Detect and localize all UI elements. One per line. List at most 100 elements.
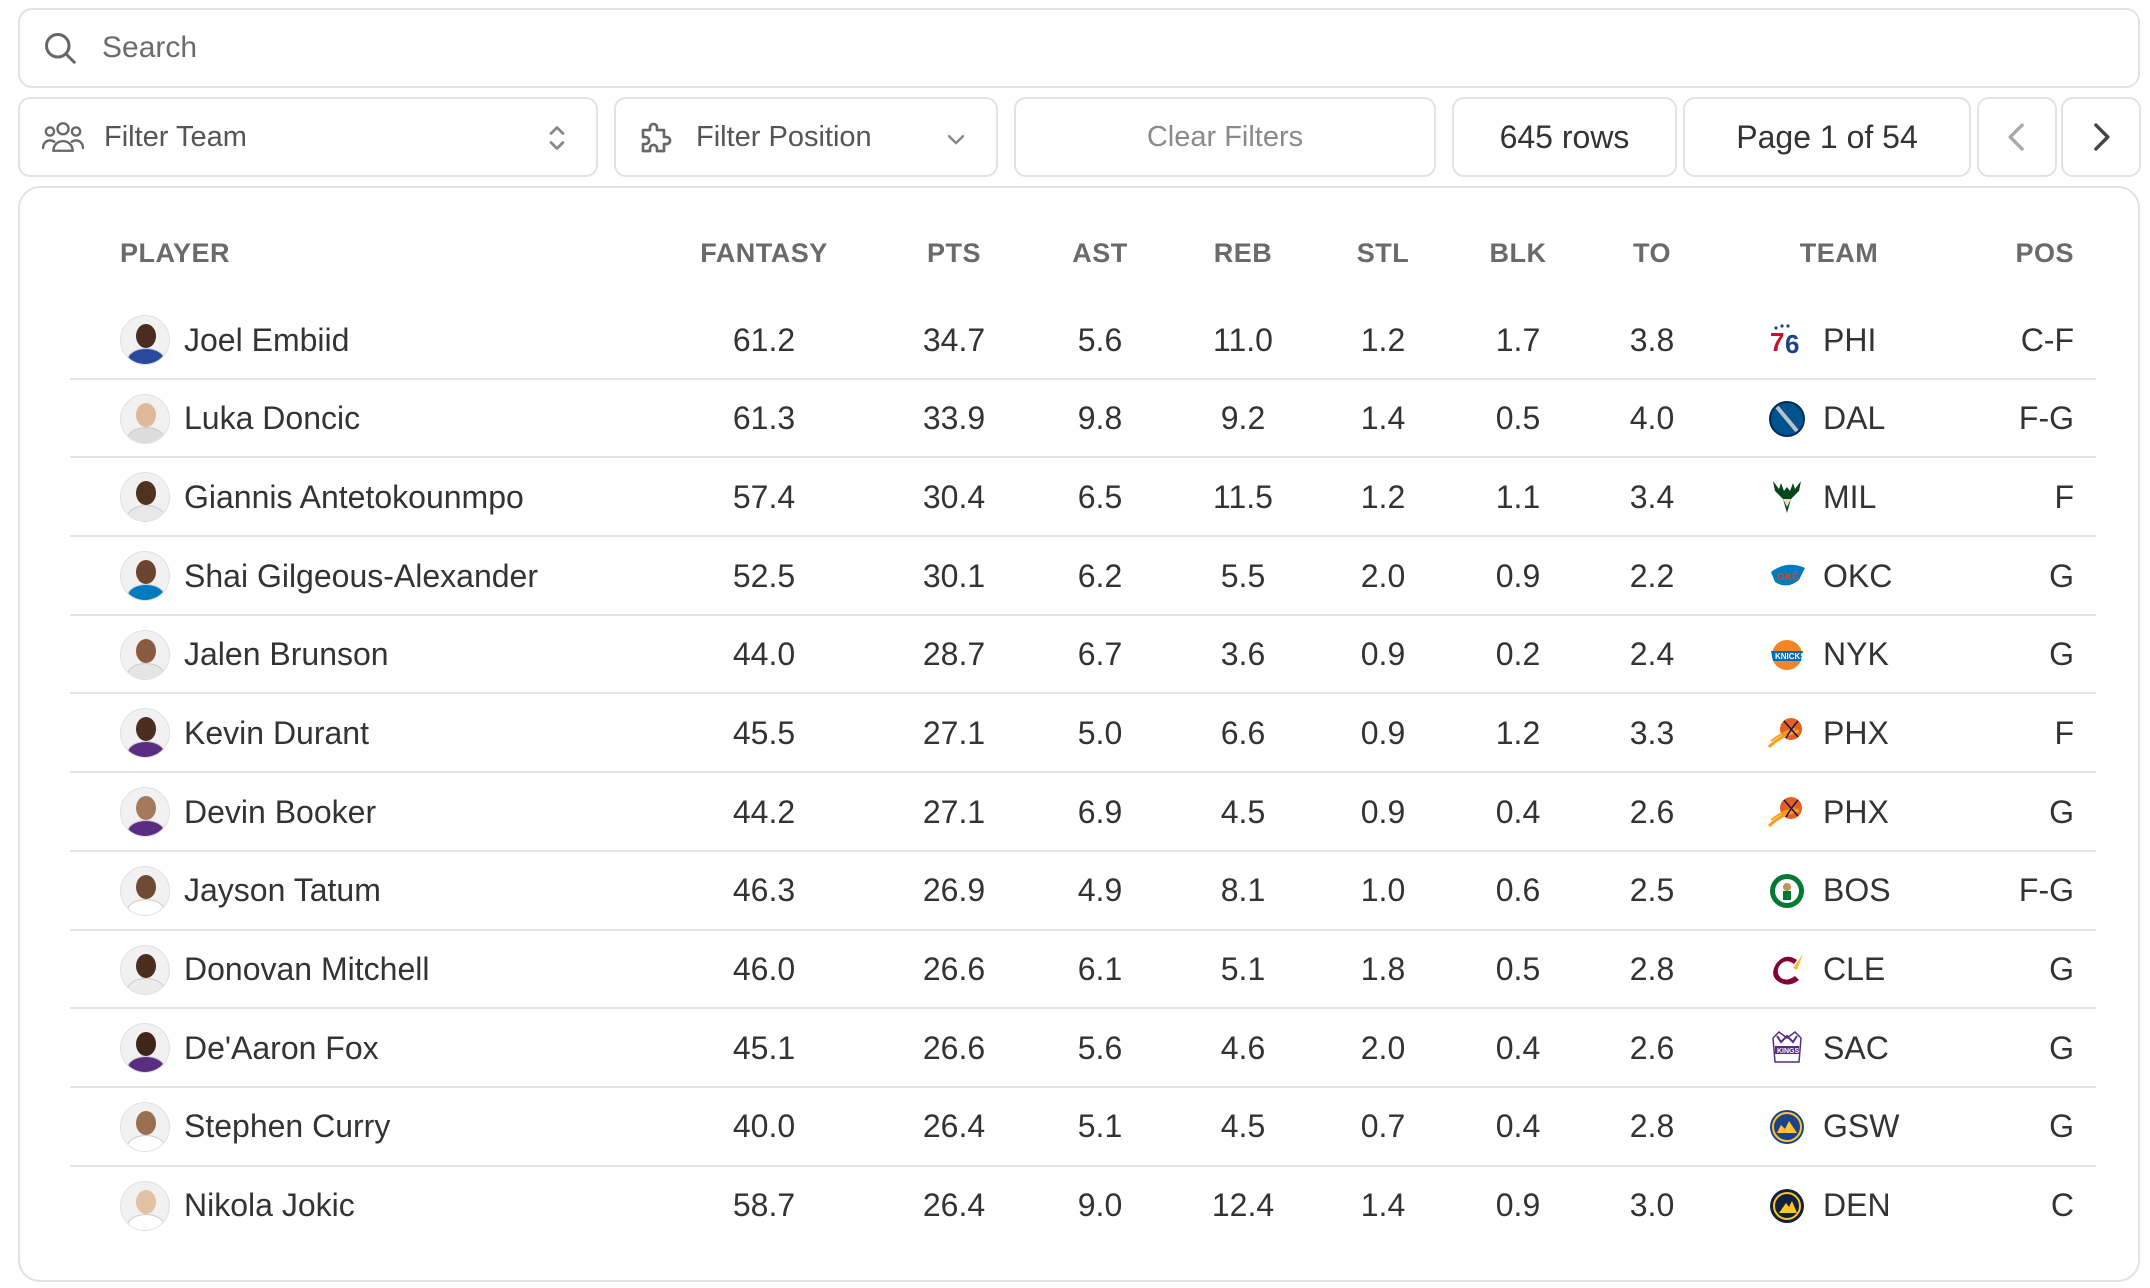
team-abbr: NYK	[1823, 636, 1889, 673]
player-avatar	[120, 472, 170, 523]
stat-to: 2.8	[1629, 951, 1675, 987]
player-cell: Nikola Jokic	[120, 1167, 355, 1245]
table-row[interactable]: Giannis Antetokounmpo 57.4 30.4 6.5 11.5 1.2 1…	[70, 458, 2096, 538]
column-header-stl[interactable]: STL	[1356, 238, 1410, 268]
player-name: Jalen Brunson	[184, 636, 389, 673]
stat-ast: 6.1	[1077, 951, 1123, 987]
people-icon	[40, 114, 86, 160]
previous-page-button[interactable]	[1977, 97, 2057, 177]
stat-fantasy: 46.3	[732, 872, 796, 909]
table-row[interactable]: Donovan Mitchell 46.0 26.6 6.1 5.1 1.8 0.5 2.8 C…	[70, 931, 2096, 1010]
stat-ast: 5.0	[1077, 714, 1123, 751]
column-header-reb[interactable]: REB	[1213, 238, 1273, 268]
stat-fantasy: 58.7	[732, 1187, 796, 1224]
stat-blk: 0.2	[1495, 636, 1541, 673]
stat-ast: 6.5	[1077, 478, 1123, 515]
player-cell: Donovan Mitchell	[120, 931, 429, 1009]
table-row[interactable]: Jayson Tatum 46.3 26.9 4.9 8.1 1.0 0.6 2.5 BOS F-…	[70, 852, 2096, 931]
team-abbr: PHI	[1823, 321, 1877, 358]
chevron-down-icon	[942, 125, 970, 153]
position-cell: G	[2049, 636, 2074, 673]
table-row[interactable]: Kevin Durant 45.5 27.1 5.0 6.6 0.9 1.2 3.3 PHX F	[70, 694, 2096, 774]
stat-to: 2.6	[1629, 793, 1675, 830]
chevron-up-down-icon	[542, 123, 572, 153]
stat-ast: 5.1	[1077, 1108, 1123, 1145]
team-abbr: SAC	[1823, 1029, 1889, 1066]
stat-ast: 6.9	[1077, 793, 1123, 830]
table-row[interactable]: Devin Booker 44.2 27.1 6.9 4.5 0.9 0.4 2.6 PHX G	[70, 773, 2096, 852]
table-row[interactable]: De'Aaron Fox 45.1 26.6 5.6 4.6 2.0 0.4 2.6 KINGS…	[70, 1009, 2096, 1088]
player-avatar	[120, 629, 170, 680]
table-row[interactable]: Luka Doncic 61.3 33.9 9.8 9.2 1.4 0.5 4.0 DAL F-G	[70, 380, 2096, 459]
stat-stl: 2.0	[1360, 1029, 1406, 1066]
column-header-fantasy[interactable]: FANTASY	[700, 238, 828, 268]
player-avatar	[120, 944, 170, 995]
stat-fantasy: 45.1	[732, 1029, 796, 1066]
team-logo-icon	[1767, 1107, 1807, 1147]
search-bar	[18, 8, 2140, 88]
team-cell: MIL	[1767, 458, 1876, 536]
player-name: Joel Embiid	[184, 321, 350, 358]
team-cell: PHX	[1767, 694, 1889, 772]
position-cell: G	[2049, 793, 2074, 830]
stat-pts: 33.9	[922, 400, 986, 437]
table-row[interactable]: Stephen Curry 40.0 26.4 5.1 4.5 0.7 0.4 2.8 GSW G	[70, 1088, 2096, 1167]
filter-team-label: Filter Team	[104, 120, 247, 153]
stat-pts: 30.4	[922, 478, 986, 515]
team-logo-icon: KINGS	[1767, 1028, 1807, 1068]
stat-pts: 27.1	[922, 793, 986, 830]
column-header-player[interactable]: PLAYER	[120, 238, 231, 268]
stat-pts: 26.4	[922, 1187, 986, 1224]
stat-to: 3.3	[1629, 714, 1675, 751]
column-header-pos[interactable]: POS	[2015, 238, 2074, 268]
svg-text:6: 6	[1785, 329, 1799, 359]
stat-to: 3.8	[1629, 321, 1675, 358]
stat-reb: 4.5	[1220, 793, 1266, 830]
team-logo-icon: OKC	[1767, 556, 1807, 596]
column-header-to[interactable]: TO	[1632, 238, 1672, 268]
next-page-button[interactable]	[2061, 97, 2141, 177]
table-row[interactable]: Nikola Jokic 58.7 26.4 9.0 12.4 1.4 0.9 3.0 DEN C	[70, 1167, 2096, 1246]
table-row[interactable]: Shai Gilgeous-Alexander 52.5 30.1 6.2 5.5 2.0…	[70, 537, 2096, 616]
filter-position-select[interactable]: Filter Position	[614, 97, 998, 177]
player-name: Jayson Tatum	[184, 872, 381, 909]
stat-blk: 1.1	[1495, 478, 1541, 515]
team-abbr: PHX	[1823, 714, 1889, 751]
table-header: PLAYER FANTASY PTS AST REB STL BLK TO TE…	[70, 238, 2096, 280]
team-logo-icon	[1767, 713, 1807, 753]
stat-fantasy: 61.2	[732, 321, 796, 358]
team-logo-icon	[1767, 792, 1807, 832]
stat-stl: 1.8	[1360, 951, 1406, 987]
stat-pts: 34.7	[922, 321, 986, 358]
filter-team-select[interactable]: Filter Team	[18, 97, 598, 177]
team-cell: OKC OKC	[1767, 537, 1892, 615]
svg-text:KNICKS: KNICKS	[1775, 652, 1806, 661]
search-input[interactable]	[102, 31, 2002, 65]
stat-ast: 6.7	[1077, 636, 1123, 673]
player-name: Kevin Durant	[184, 714, 369, 751]
stat-ast: 9.0	[1077, 1187, 1123, 1224]
column-header-pts[interactable]: PTS	[926, 238, 982, 268]
player-avatar	[120, 1023, 170, 1074]
table-row[interactable]: Joel Embiid 61.2 34.7 5.6 11.0 1.2 1.7 3.8 7 6 PHI…	[70, 301, 2096, 380]
column-header-blk[interactable]: BLK	[1489, 238, 1547, 268]
player-name: Giannis Antetokounmpo	[184, 478, 524, 515]
position-cell: G	[2049, 557, 2074, 594]
player-cell: Giannis Antetokounmpo	[120, 458, 524, 536]
clear-filters-button[interactable]: Clear Filters	[1014, 97, 1436, 177]
position-cell: C	[2050, 1187, 2074, 1224]
column-header-team[interactable]: TEAM	[1799, 238, 1879, 268]
table-row[interactable]: Jalen Brunson 44.0 28.7 6.7 3.6 0.9 0.2 2.4 KNIC…	[70, 616, 2096, 695]
stat-blk: 0.4	[1495, 1108, 1541, 1145]
player-cell: De'Aaron Fox	[120, 1009, 379, 1087]
stat-fantasy: 40.0	[732, 1108, 796, 1145]
stat-blk: 0.9	[1495, 557, 1541, 594]
row-count-label: 645 rows	[1499, 118, 1630, 155]
stat-pts: 26.9	[922, 872, 986, 909]
column-header-ast[interactable]: AST	[1072, 238, 1128, 268]
team-cell: PHX	[1767, 773, 1889, 851]
stat-blk: 0.4	[1495, 1029, 1541, 1066]
player-name: Donovan Mitchell	[184, 951, 430, 987]
stat-ast: 5.6	[1077, 1029, 1123, 1066]
